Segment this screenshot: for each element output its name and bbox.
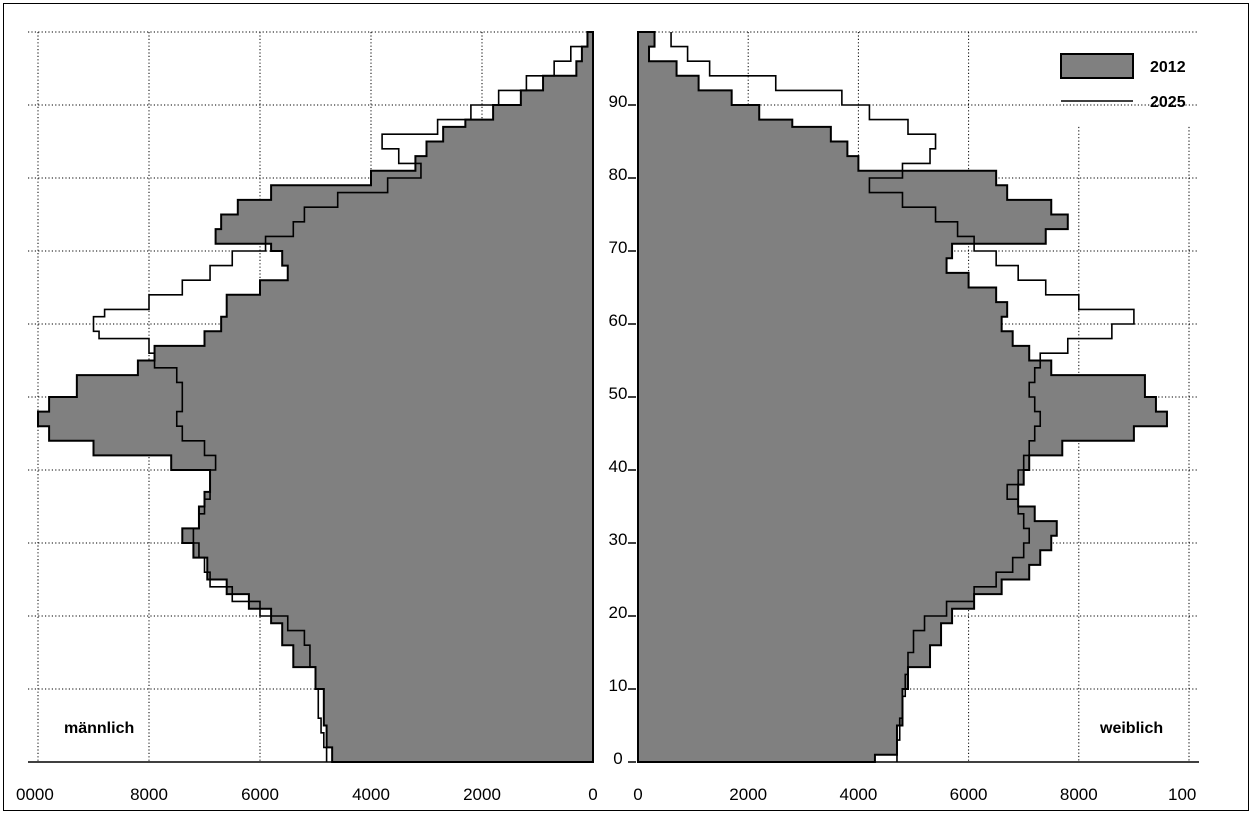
- female-x-tick-label: 4000: [839, 785, 877, 804]
- age-tick-label: 30: [609, 530, 628, 549]
- legend-label-2025: 2025: [1150, 94, 1186, 111]
- male-x-tick-label: 4000: [352, 785, 390, 804]
- age-tick-label: 80: [609, 165, 628, 184]
- male-panel-label: männlich: [64, 720, 134, 737]
- male-x-tick-label: 8000: [130, 785, 168, 804]
- series-2025-outlines: [92, 32, 1135, 762]
- female-2025-line: [670, 32, 1135, 762]
- female-panel-label: weiblich: [1099, 720, 1163, 737]
- male-x-tick-label: 0000: [16, 785, 54, 804]
- axes: [28, 32, 1199, 763]
- age-tick-label: 0: [613, 749, 622, 768]
- male-2012-area: [37, 31, 594, 763]
- female-x-tick-label: 0: [633, 785, 642, 804]
- age-tick-label: 70: [609, 238, 628, 257]
- series-2012-bars: [37, 31, 1168, 763]
- age-tick-label: 90: [609, 92, 628, 111]
- female-x-tick-label: 100: [1168, 785, 1196, 804]
- legend: 2012 2025: [1060, 53, 1186, 111]
- male-x-tick-label: 2000: [463, 785, 501, 804]
- age-tick-label: 40: [609, 457, 628, 476]
- age-tick-label: 60: [609, 311, 628, 330]
- legend-label-2012: 2012: [1150, 59, 1186, 76]
- age-tick-label: 10: [609, 676, 628, 695]
- labels: 0 10 20 30 40 50 60 70 80 90 0000 8000 6000 4000 2000 0…: [16, 92, 1196, 804]
- legend-swatch-2012: [1060, 53, 1134, 79]
- chart-frame: [3, 3, 1249, 811]
- female-x-tick-label: 2000: [729, 785, 767, 804]
- female-2012-area: [637, 31, 1168, 763]
- male-2025-line: [92, 32, 589, 762]
- male-x-tick-label: 0: [588, 785, 597, 804]
- age-tick-label: 20: [609, 603, 628, 622]
- male-x-tick-label: 6000: [241, 785, 279, 804]
- age-tick-label: 50: [609, 384, 628, 403]
- female-x-tick-label: 8000: [1060, 785, 1098, 804]
- female-x-tick-label: 6000: [950, 785, 988, 804]
